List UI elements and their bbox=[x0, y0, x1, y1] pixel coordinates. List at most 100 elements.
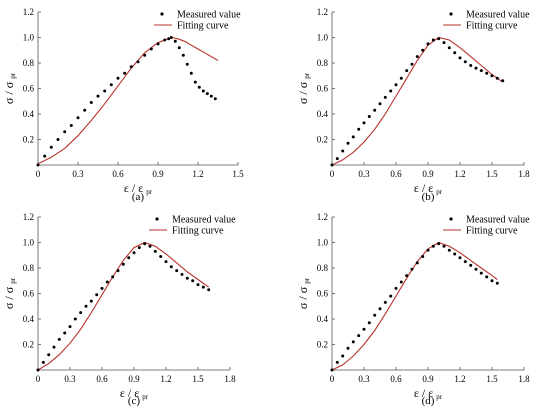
y-axis-label: σ / σ pr bbox=[296, 277, 311, 309]
x-tick-label: 0.9 bbox=[128, 374, 140, 384]
measured-point bbox=[173, 39, 177, 43]
x-tick-label: 1.2 bbox=[160, 374, 171, 384]
measured-point bbox=[69, 124, 73, 127]
measured-point bbox=[367, 321, 371, 325]
y-tick-label: 0.4 bbox=[23, 314, 35, 324]
measured-point bbox=[341, 354, 345, 358]
x-tick-label: 0.3 bbox=[358, 374, 370, 384]
x-axis-label-main: ε / ε bbox=[414, 386, 433, 400]
measured-point bbox=[437, 242, 441, 246]
measured-point bbox=[474, 267, 478, 271]
measured-point bbox=[469, 64, 473, 67]
x-axis-label-main: ε / ε bbox=[124, 181, 143, 195]
measured-point bbox=[437, 37, 441, 41]
y-tick-label: 1.0 bbox=[317, 33, 329, 43]
legend-measured-marker bbox=[160, 12, 164, 16]
measured-point bbox=[399, 76, 403, 80]
measured-point bbox=[410, 267, 414, 271]
measured-point bbox=[116, 76, 120, 80]
measured-point bbox=[196, 283, 200, 287]
x-tick-label: 1.8 bbox=[224, 374, 236, 384]
measured-point bbox=[205, 92, 209, 96]
measured-point bbox=[351, 135, 355, 139]
measured-point bbox=[201, 89, 205, 93]
measured-point bbox=[335, 157, 339, 161]
measured-point bbox=[485, 275, 489, 279]
measured-point bbox=[149, 47, 153, 51]
legend-measured-marker bbox=[449, 12, 453, 16]
y-tick-label: 0.4 bbox=[317, 109, 329, 119]
y-tick-label: 0.8 bbox=[23, 263, 35, 273]
measured-point bbox=[123, 71, 127, 75]
measured-point bbox=[56, 138, 60, 141]
measured-point bbox=[185, 276, 189, 280]
y-tick-label: 0.4 bbox=[317, 314, 329, 324]
measured-point bbox=[426, 248, 430, 252]
measured-point bbox=[164, 260, 168, 264]
measured-point bbox=[36, 368, 40, 372]
legend-measured-marker bbox=[155, 217, 159, 221]
measured-point bbox=[421, 48, 425, 52]
panel-label: (a) bbox=[132, 191, 145, 203]
measured-point bbox=[357, 334, 361, 338]
y-tick-label: 0.8 bbox=[23, 58, 35, 68]
y-tick-label: 0.8 bbox=[317, 58, 329, 68]
y-axis-label-sub: pr bbox=[303, 277, 311, 284]
y-axis-label-sub: pr bbox=[9, 72, 17, 79]
measured-point bbox=[191, 279, 195, 283]
measured-point bbox=[103, 89, 107, 93]
measured-point bbox=[490, 74, 494, 78]
y-tick-label: 0.6 bbox=[317, 289, 329, 299]
measured-point bbox=[83, 108, 87, 112]
chart-panel-c: 0.2 0.4 0.6 0.8 1.0 1.2 0 0.3 0.6 0.9 1.2 1.5 1.8 ε /… bbox=[2, 212, 236, 407]
measured-point bbox=[431, 38, 435, 42]
x-axis-label: ε / ε pr bbox=[124, 181, 153, 196]
measured-point bbox=[132, 251, 136, 255]
y-tick-label: 0.6 bbox=[317, 84, 329, 94]
fitting-curve-line bbox=[331, 241, 498, 371]
measured-point bbox=[189, 71, 193, 75]
measured-point bbox=[181, 53, 185, 57]
measured-point bbox=[501, 79, 505, 83]
measured-point bbox=[52, 345, 56, 349]
x-tick-label: 0.3 bbox=[358, 169, 370, 179]
measured-point bbox=[415, 261, 419, 265]
measured-point bbox=[447, 46, 451, 50]
measured-point bbox=[394, 286, 398, 290]
measured-point bbox=[116, 269, 120, 273]
y-axis-label-main: σ / σ bbox=[2, 81, 16, 104]
measured-point bbox=[175, 269, 179, 273]
measured-point bbox=[394, 83, 398, 87]
measured-point bbox=[469, 263, 473, 267]
measured-point bbox=[410, 62, 414, 66]
measured-point bbox=[177, 46, 181, 50]
measured-point bbox=[458, 256, 462, 260]
measured-point bbox=[89, 101, 93, 104]
measured-point bbox=[463, 260, 467, 264]
measured-point bbox=[201, 285, 205, 289]
measured-point bbox=[100, 286, 104, 290]
measured-point bbox=[143, 53, 147, 57]
measured-point bbox=[197, 85, 201, 89]
x-tick-label: 0.9 bbox=[422, 374, 434, 384]
measured-point bbox=[159, 255, 163, 258]
measured-point bbox=[373, 313, 377, 317]
measured-point bbox=[105, 280, 109, 284]
measured-point bbox=[41, 360, 45, 364]
measured-point bbox=[346, 141, 350, 145]
y-tick-label: 0.2 bbox=[23, 340, 34, 350]
y-tick-label: 0.2 bbox=[23, 135, 34, 145]
y-axis-label-sub: pr bbox=[9, 277, 17, 284]
measured-point bbox=[137, 246, 141, 250]
measured-point bbox=[95, 293, 99, 297]
measured-point bbox=[143, 242, 147, 246]
measured-point bbox=[442, 244, 446, 248]
legend-measured-label: Measured value bbox=[466, 10, 530, 21]
measured-point bbox=[453, 51, 457, 55]
measured-point bbox=[431, 244, 435, 248]
measured-point bbox=[362, 121, 366, 125]
measured-point bbox=[129, 65, 133, 69]
y-axis-label-main: σ / σ bbox=[296, 81, 310, 104]
x-axis-label-sub: pr bbox=[436, 393, 443, 401]
